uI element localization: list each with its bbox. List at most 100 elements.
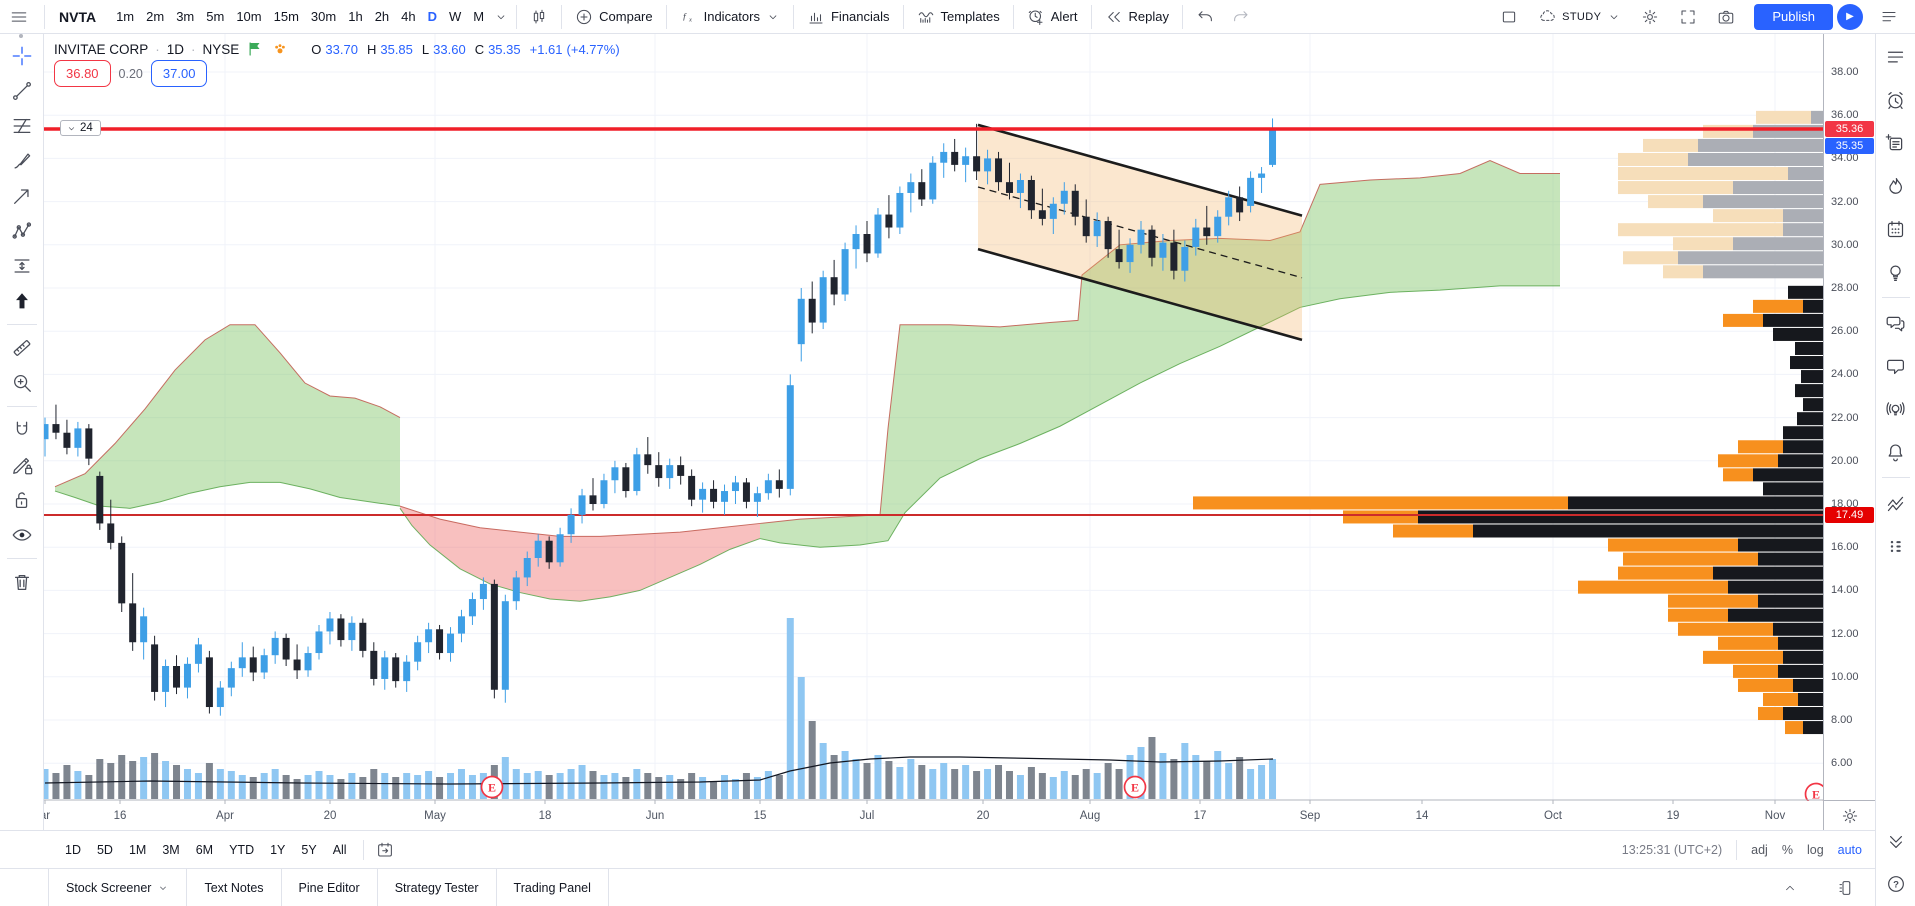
channel-bottom-line[interactable] [977, 247, 1303, 342]
toggle-right-panel-button[interactable] [1871, 8, 1907, 26]
magnet-tool[interactable] [5, 415, 39, 445]
hide-all-tool[interactable] [5, 520, 39, 550]
legend-interval[interactable]: 1D [166, 41, 185, 57]
sidebar-help-button[interactable]: ? [1884, 872, 1908, 896]
scale-mode-adj[interactable]: adj [1751, 842, 1768, 857]
indicators-button[interactable]: ƒ x Indicators [671, 0, 789, 33]
fullscreen-button[interactable] [1670, 8, 1706, 26]
sidebar-notifications-button[interactable] [1884, 440, 1908, 464]
timeframe-30m[interactable]: 30m [310, 9, 337, 24]
sidebar-order-panel-button[interactable] [1884, 491, 1908, 515]
timeframe-3m[interactable]: 3m [176, 9, 195, 24]
time-axis-label[interactable]: 17 [1194, 810, 1207, 822]
lock-all-tool[interactable] [5, 485, 39, 515]
flag-icon[interactable] [246, 40, 264, 58]
time-axis-label[interactable]: 18 [539, 810, 552, 822]
timeframe-10m[interactable]: 10m [236, 9, 262, 24]
chart-style-button[interactable] [521, 0, 557, 33]
sidebar-hotlist-button[interactable] [1884, 174, 1908, 198]
paw-icon[interactable] [271, 40, 289, 58]
long-position-tool[interactable] [5, 251, 39, 281]
replay-button[interactable]: Replay [1096, 0, 1178, 33]
timeframe-1h[interactable]: 1h [348, 9, 363, 24]
go-to-date-button[interactable] [372, 841, 398, 859]
crosshair-tool[interactable] [5, 41, 39, 71]
tab-stock-screener[interactable]: Stock Screener [48, 869, 188, 906]
timeframe-5m[interactable]: 5m [206, 9, 225, 24]
range-all-button[interactable]: All [332, 842, 347, 857]
detach-panel-button[interactable] [1837, 879, 1855, 897]
sidebar-calendar-button[interactable] [1884, 217, 1908, 241]
arrow-tool[interactable] [5, 181, 39, 211]
fib-retracement-tool[interactable] [5, 111, 39, 141]
snapshot-button[interactable] [1708, 8, 1744, 26]
hamburger-menu-icon[interactable] [0, 8, 40, 38]
publish-button[interactable]: Publish [1754, 3, 1833, 30]
alert-button[interactable]: Alert [1018, 0, 1087, 33]
sell-button[interactable]: 36.80 [54, 60, 111, 87]
time-axis-label[interactable]: 16 [114, 810, 127, 822]
timeframe-15m[interactable]: 15m [273, 9, 299, 24]
timeframe-D[interactable]: D [427, 9, 438, 24]
clock[interactable]: 13:25:31 (UTC+2) [1621, 842, 1723, 857]
sidebar-private-chat-button[interactable] [1884, 354, 1908, 378]
timeframe-W[interactable]: W [449, 9, 462, 24]
financials-button[interactable]: Financials [798, 0, 899, 33]
undo-button[interactable] [1187, 0, 1223, 33]
range-ytd-button[interactable]: YTD [229, 842, 255, 857]
time-axis-bg[interactable] [44, 801, 1823, 830]
sidebar-ideas-button[interactable] [1884, 260, 1908, 284]
redo-button[interactable] [1223, 0, 1259, 33]
time-axis-label[interactable]: 15 [754, 810, 767, 822]
brush-tool[interactable] [5, 146, 39, 176]
tab-pine-editor[interactable]: Pine Editor [282, 869, 378, 906]
sidebar-public-chats-button[interactable] [1884, 311, 1908, 335]
chart-legend[interactable]: INVITAE CORP · 1D · NYSE O 33.70 H 35.85 L… [54, 40, 620, 58]
scale-mode-auto[interactable]: auto [1837, 842, 1862, 857]
scale-mode-%[interactable]: % [1781, 842, 1793, 857]
axis-settings-cell[interactable] [1823, 800, 1876, 831]
range-3m-button[interactable]: 3M [162, 842, 180, 857]
range-1y-button[interactable]: 1Y [270, 842, 286, 857]
timeframe-4h[interactable]: 4h [401, 9, 416, 24]
sidebar-ideas-stream-button[interactable] [1884, 397, 1908, 421]
time-axis-label[interactable]: May [424, 810, 446, 822]
time-axis-label[interactable]: Nov [1765, 810, 1786, 822]
buy-button[interactable]: 37.00 [150, 60, 208, 87]
collapsed-indicators-badge[interactable]: 24 [60, 120, 101, 136]
timeframe-2h[interactable]: 2h [374, 9, 390, 24]
sidebar-text-notes-button[interactable] [1884, 131, 1908, 155]
scale-mode-log[interactable]: log [1806, 842, 1824, 857]
time-axis-label[interactable]: 20 [977, 810, 990, 822]
xabcd-pattern-tool[interactable] [5, 216, 39, 246]
timeframe-dropdown-chevron-icon[interactable] [494, 10, 508, 24]
layout-select-button[interactable] [1491, 8, 1527, 26]
sidebar-alarm-clock-button[interactable] [1884, 88, 1908, 112]
chart-settings-button[interactable] [1632, 8, 1668, 26]
range-5y-button[interactable]: 5Y [301, 842, 317, 857]
range-1m-button[interactable]: 1M [128, 842, 147, 857]
trend-line-tool[interactable] [5, 76, 39, 106]
price-chart[interactable]: E E Ear 16 Apr 20 May 18 Jun 15 Jul 20 Aug 17 Sep 14 Oct… [44, 33, 1823, 830]
tab-strategy-tester[interactable]: Strategy Tester [378, 869, 497, 906]
expand-panel-button[interactable] [1783, 881, 1797, 895]
legend-exchange[interactable]: NYSE [202, 41, 240, 57]
time-axis-label[interactable]: Apr [216, 810, 234, 822]
time-axis-label[interactable]: 14 [1416, 810, 1429, 822]
time-axis-label[interactable]: 19 [1667, 810, 1680, 822]
symbol-search-button[interactable]: NVTA [59, 8, 97, 25]
remove-drawings-tool[interactable] [5, 567, 39, 597]
zoom-in-tool[interactable] [5, 368, 39, 398]
range-1d-button[interactable]: 1D [65, 842, 81, 857]
range-6m-button[interactable]: 6M [195, 842, 214, 857]
publish-menu-button[interactable]: ▶ [1837, 3, 1863, 30]
time-axis-label[interactable]: Jul [860, 810, 875, 822]
chart-pane[interactable]: E E Ear 16 Apr 20 May 18 Jun 15 Jul 20 Aug 17 Sep 14 Oct… [44, 33, 1823, 830]
drawing-mode-tool[interactable] [5, 450, 39, 480]
tab-text-notes[interactable]: Text Notes [187, 869, 282, 906]
legend-title[interactable]: INVITAE CORP [54, 41, 149, 57]
time-axis-label[interactable]: Sep [1300, 810, 1320, 822]
time-axis-label[interactable]: ar [44, 810, 50, 822]
earnings-marker[interactable] [480, 775, 504, 799]
tab-trading-panel[interactable]: Trading Panel [497, 869, 609, 906]
